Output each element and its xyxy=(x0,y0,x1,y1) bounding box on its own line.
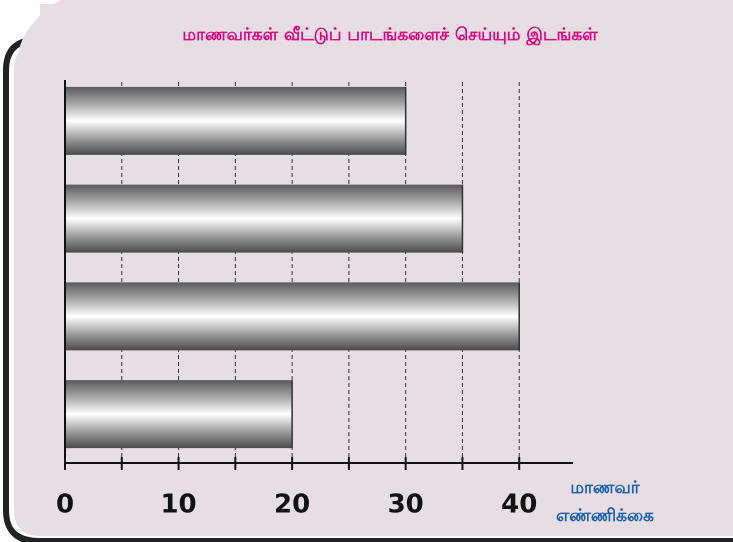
x-tick-label: 20 xyxy=(274,490,310,520)
bar xyxy=(65,380,293,449)
chart-title: மாணவர்கள் வீட்டுப் பாடங்களைச் செய்யும் இ… xyxy=(182,25,598,45)
bar xyxy=(65,86,406,155)
x-tick-label: 0 xyxy=(56,490,74,520)
x-axis-label: மாணவர் xyxy=(570,478,640,498)
x-tick-label: 10 xyxy=(160,490,196,520)
bar xyxy=(65,184,463,253)
x-tick-label: 30 xyxy=(388,490,424,520)
x-tick-label: 40 xyxy=(501,490,537,520)
card-border-bottom xyxy=(4,509,733,542)
x-axis-label: எண்ணிக்கை xyxy=(556,506,654,526)
card xyxy=(18,0,733,532)
bar xyxy=(65,282,520,351)
